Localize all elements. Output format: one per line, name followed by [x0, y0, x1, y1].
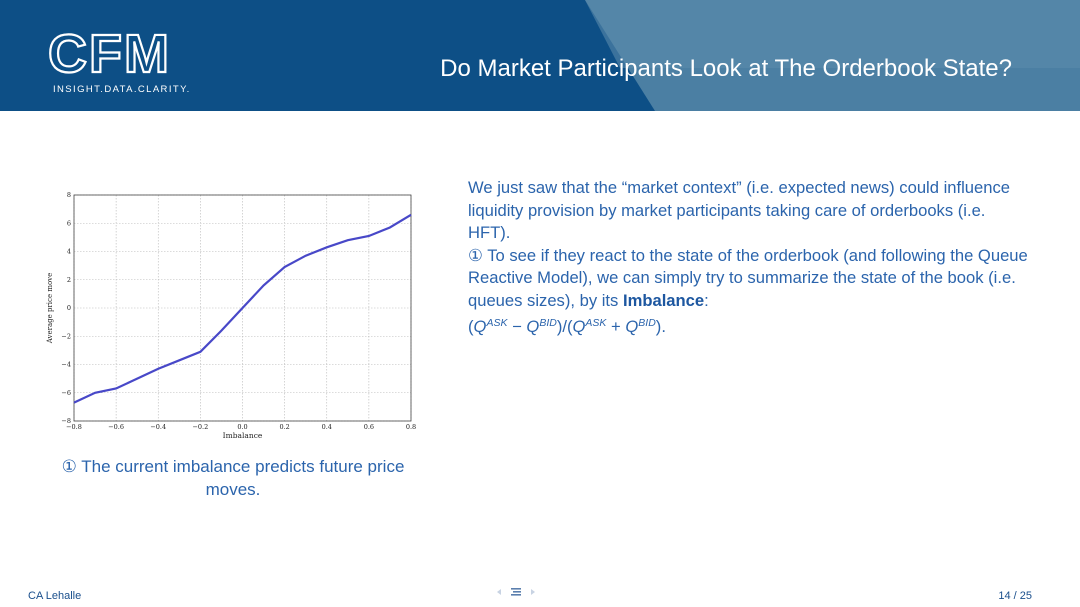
x-tick-label: −0.2: [192, 423, 208, 431]
slide-title: Do Market Participants Look at The Order…: [440, 55, 1012, 82]
nav-next-icon: [531, 589, 535, 595]
body-paragraph-2: ① To see if they react to the state of t…: [468, 245, 1028, 337]
y-tick-label: 4: [67, 248, 71, 256]
body-paragraph-1: We just saw that the “market context” (i…: [468, 178, 1011, 242]
body-paragraph-2-text: To see if they react to the state of the…: [468, 245, 1028, 310]
imbalance-term: Imbalance: [622, 290, 705, 310]
body-marker: ①: [468, 245, 483, 265]
y-tick-label: 0: [67, 304, 71, 312]
y-tick-label: −2: [61, 332, 71, 340]
caption-text: The current imbalance predicts future pr…: [81, 457, 405, 499]
body-text: We just saw that the “market context” (i…: [468, 177, 1028, 339]
header-band-shape: [585, 0, 1080, 111]
x-tick-label: 0.8: [406, 423, 416, 431]
footer-navigation[interactable]: [496, 585, 540, 603]
logo-tagline: INSIGHT.DATA.CLARITY.: [53, 84, 191, 95]
x-tick-label: −0.6: [108, 423, 124, 431]
x-axis-label: Imbalance: [223, 431, 263, 440]
chart-caption: ① The current imbalance predicts future …: [52, 455, 414, 501]
series-line: [73, 213, 412, 404]
x-tick-label: 0.6: [364, 423, 374, 431]
x-tick-label: −0.4: [150, 423, 166, 431]
imbalance-chart: −0.8 −0.6 −0.4 −0.2 0.0 0.2 0.4 0.6 0.8 8 6 4 2 0 −2 −…: [40, 185, 430, 455]
footer-author: CA Lehalle: [28, 590, 82, 602]
x-tick-label: 0.2: [279, 423, 289, 431]
y-axis-label: Average price move: [46, 273, 54, 345]
y-tick-label: −6: [61, 389, 71, 397]
svg-text:CFM: CFM: [48, 24, 171, 80]
nav-prev-icon: [497, 589, 501, 595]
series-points: [73, 214, 412, 403]
nav-section-icon: [511, 588, 521, 590]
page-number: 14 / 25: [998, 590, 1032, 602]
x-ticks: −0.8 −0.6 −0.4 −0.2 0.0 0.2 0.4 0.6 0.8: [66, 423, 416, 431]
x-tick-label: 0.0: [237, 423, 247, 431]
y-tick-label: −4: [61, 361, 71, 369]
x-tick-label: 0.4: [322, 423, 332, 431]
cfm-logo: CFM: [47, 23, 188, 85]
y-tick-label: 8: [67, 191, 71, 199]
y-tick-label: −8: [61, 417, 71, 425]
y-tick-label: 6: [67, 219, 71, 227]
chart-frame: [73, 194, 412, 422]
x-tick-label: −0.8: [66, 423, 82, 431]
y-ticks: 8 6 4 2 0 −2 −4 −6 −8: [61, 191, 71, 425]
chart-svg: −0.8 −0.6 −0.4 −0.2 0.0 0.2 0.4 0.6 0.8 8 6 4 2 0 −2 −…: [46, 191, 416, 440]
caption-marker: ①: [61, 457, 77, 476]
y-tick-label: 2: [67, 276, 71, 284]
imbalance-formula: (QASK − QBID)/(QASK + QBID).: [468, 317, 666, 336]
slide-header: CFM INSIGHT.DATA.CLARITY. Do Market Part…: [0, 0, 1080, 111]
